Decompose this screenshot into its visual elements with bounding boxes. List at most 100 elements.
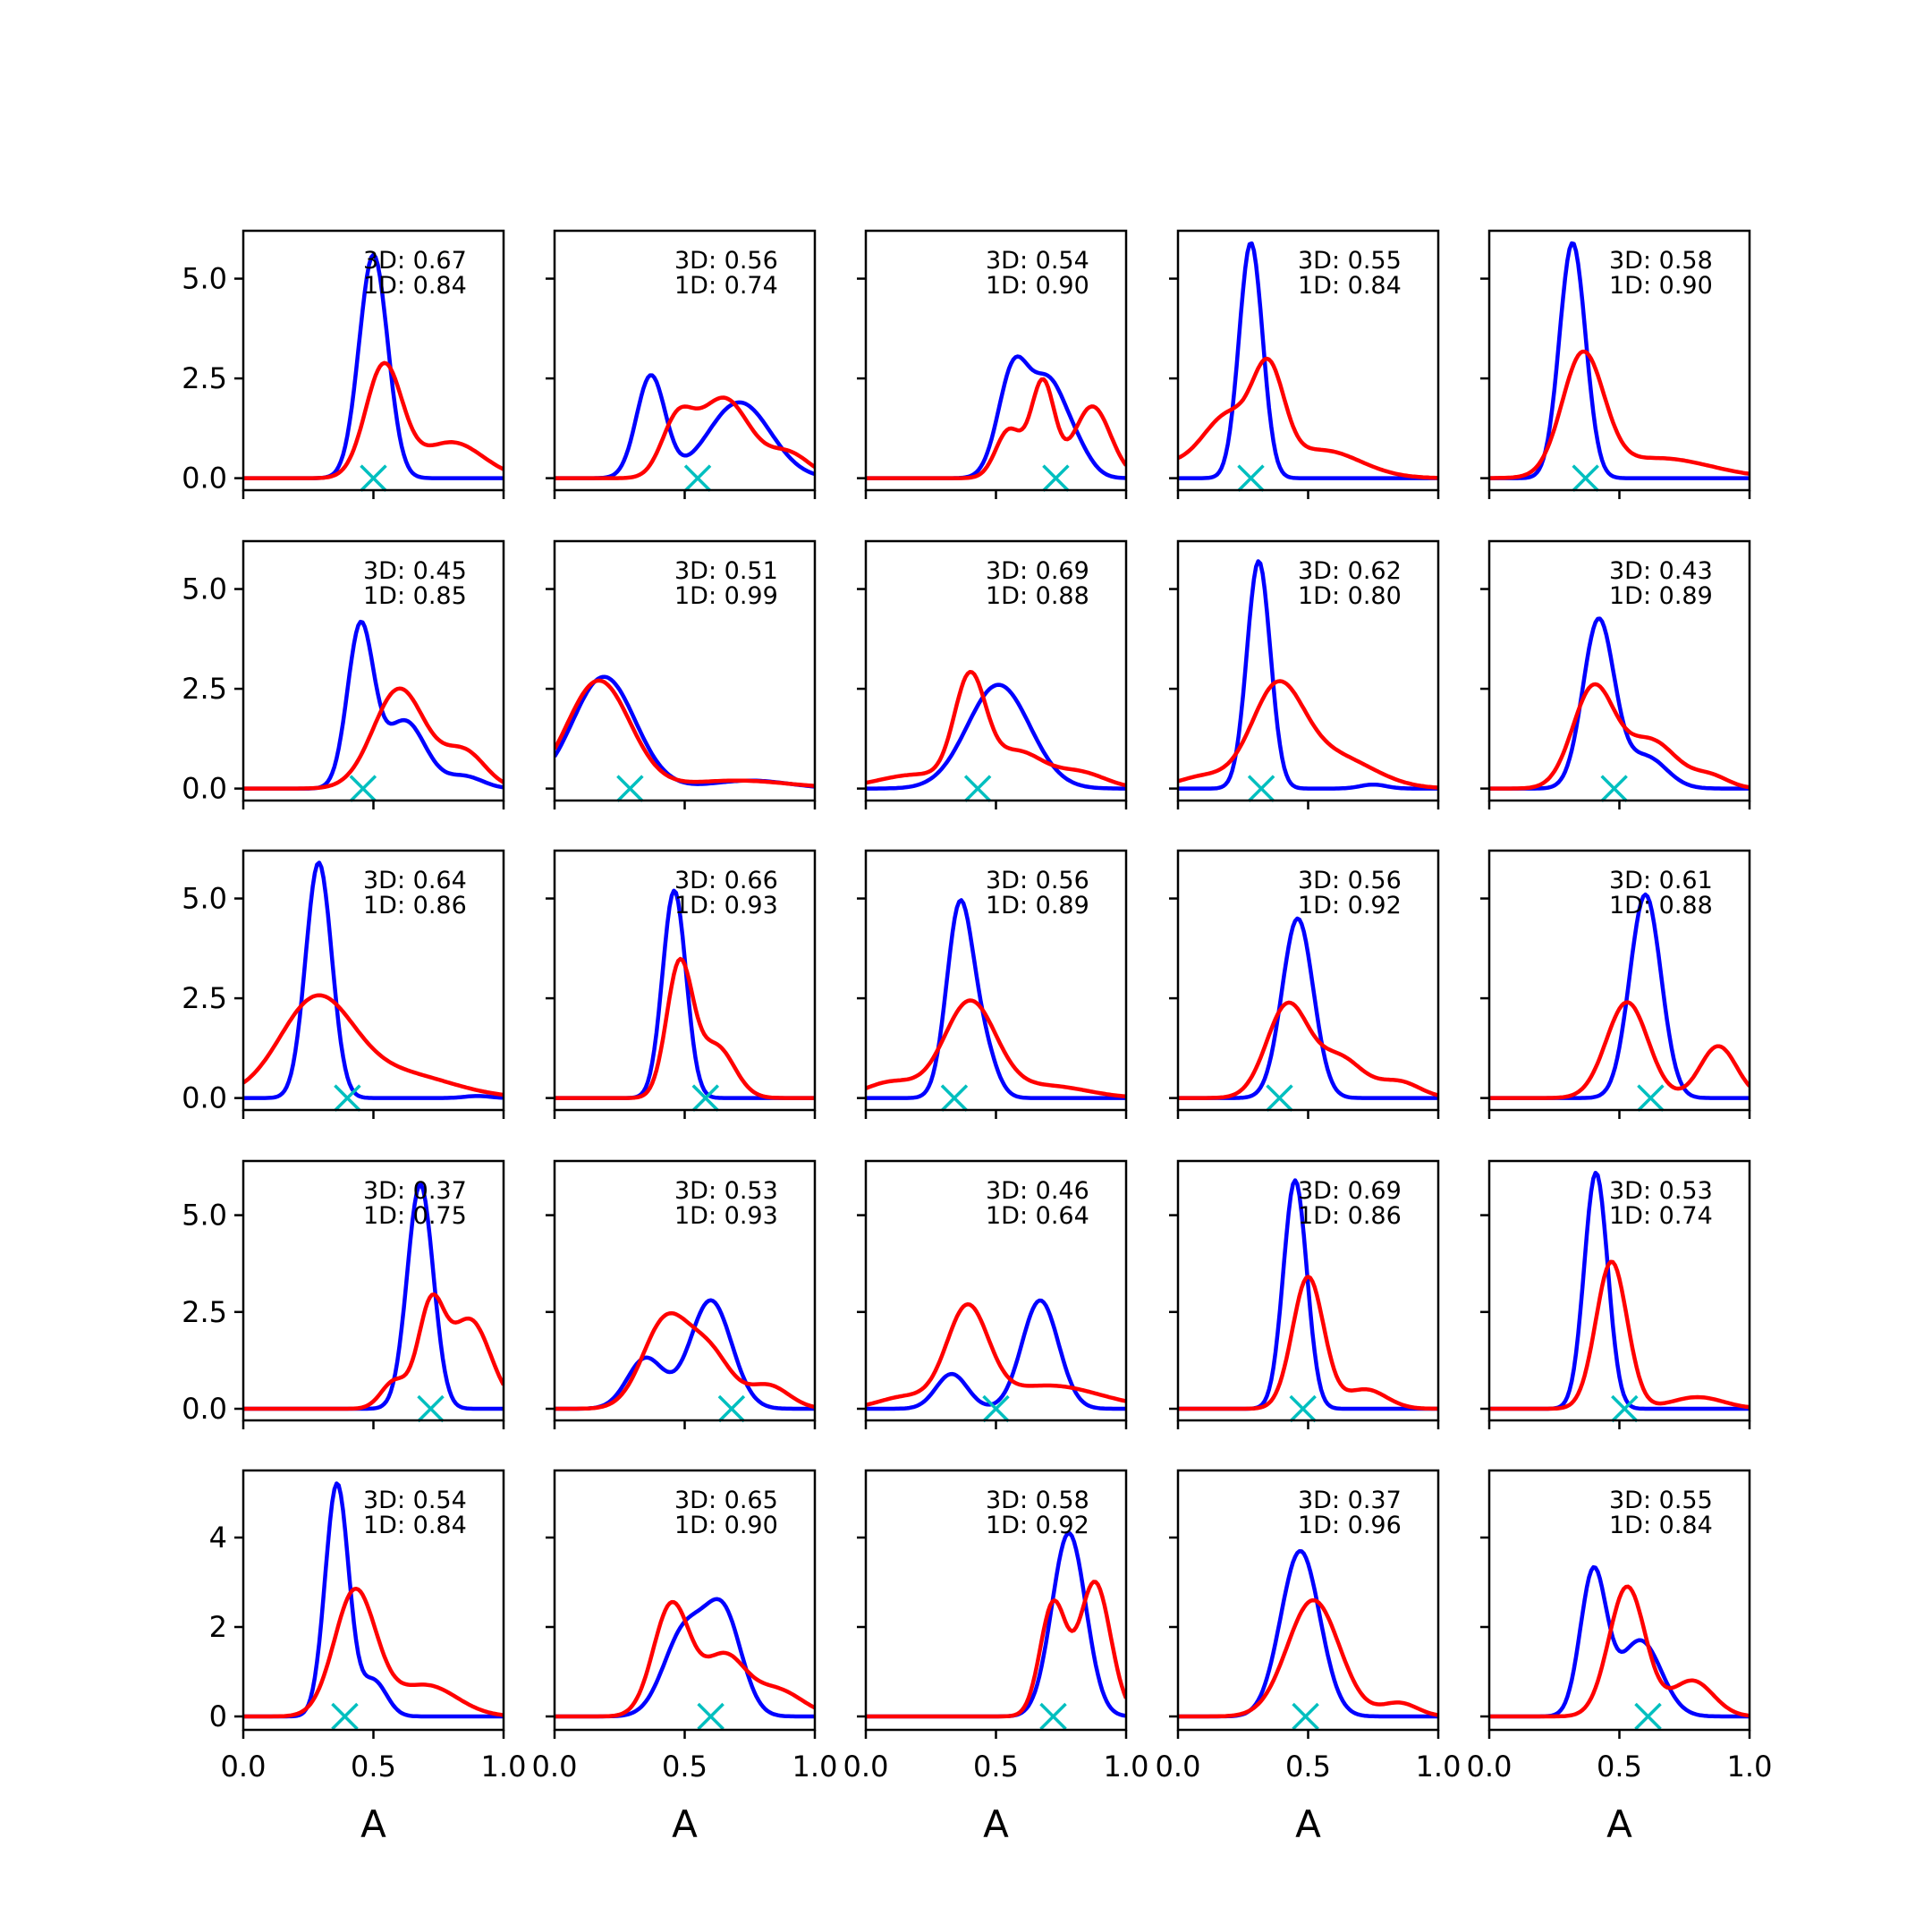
marker-x — [717, 1394, 746, 1423]
x-tick-label: 0.5 — [662, 1750, 708, 1784]
marker-x — [1600, 775, 1628, 802]
score-3d-label: 3D: 0.64 — [363, 867, 467, 894]
marker-x — [1572, 464, 1599, 492]
x-axis-label: A — [1295, 1802, 1321, 1846]
marker-x — [697, 1702, 724, 1731]
score-1d-label: 1D: 0.88 — [986, 582, 1089, 610]
series-1d-line — [555, 1310, 815, 1411]
series-1d-line — [1489, 1259, 1750, 1411]
x-tick-label: 0.0 — [221, 1750, 267, 1784]
series-1d-line — [555, 395, 815, 480]
score-1d-label: 1D: 0.89 — [986, 892, 1089, 919]
x-tick-label: 1.0 — [481, 1750, 527, 1784]
y-tick-label: 5.0 — [182, 572, 227, 606]
y-tick-label: 0.0 — [182, 1392, 227, 1426]
series-1d-line — [1489, 1000, 1750, 1100]
score-3d-label: 3D: 0.53 — [1609, 1177, 1713, 1205]
y-tick-label: 4 — [209, 1521, 227, 1555]
marker-x — [1266, 1084, 1293, 1112]
marker-x — [349, 775, 377, 802]
y-tick-label: 2.5 — [182, 981, 227, 1015]
marker-x — [963, 775, 992, 802]
series-1d-line — [866, 669, 1126, 788]
score-1d-label: 1D: 0.90 — [986, 272, 1089, 300]
marker-x — [1237, 464, 1265, 492]
score-1d-label: 1D: 0.84 — [363, 272, 467, 300]
marker-x — [982, 1394, 1010, 1423]
score-3d-label: 3D: 0.54 — [363, 1487, 467, 1514]
marker-x — [1292, 1702, 1319, 1731]
series-3d-line — [866, 1531, 1126, 1719]
series-3d-line — [1489, 241, 1750, 480]
series-3d-line — [555, 888, 815, 1100]
x-tick-label: 0.0 — [1467, 1750, 1513, 1784]
score-1d-label: 1D: 0.90 — [674, 1512, 778, 1539]
y-tick-label: 2.5 — [182, 1295, 227, 1329]
marker-x — [1634, 1702, 1662, 1731]
marker-x — [683, 464, 712, 492]
series-1d-line — [866, 1580, 1126, 1719]
score-3d-label: 3D: 0.58 — [986, 1487, 1089, 1514]
score-1d-label: 1D: 0.86 — [363, 892, 467, 919]
y-tick-label: 0 — [209, 1699, 227, 1733]
marker-x — [940, 1084, 969, 1112]
x-tick-label: 1.0 — [1416, 1750, 1462, 1784]
score-1d-label: 1D: 0.64 — [986, 1202, 1089, 1230]
series-3d-line — [866, 1298, 1126, 1411]
x-axis-label: A — [983, 1802, 1009, 1846]
y-tick-label: 5.0 — [182, 1199, 227, 1233]
score-1d-label: 1D: 0.92 — [1298, 892, 1402, 919]
x-axis-label: A — [672, 1802, 698, 1846]
series-1d-line — [1178, 1597, 1438, 1719]
score-3d-label: 3D: 0.43 — [1609, 557, 1713, 585]
series-1d-line — [866, 998, 1126, 1099]
score-3d-label: 3D: 0.56 — [1298, 867, 1402, 894]
score-3d-label: 3D: 0.45 — [363, 557, 467, 585]
series-3d-line — [866, 682, 1126, 791]
y-tick-label: 0.0 — [182, 462, 227, 496]
score-1d-label: 1D: 0.84 — [363, 1512, 467, 1539]
score-1d-label: 1D: 0.75 — [363, 1202, 467, 1230]
series-1d-line — [1178, 356, 1438, 480]
score-3d-label: 3D: 0.62 — [1298, 557, 1402, 585]
x-tick-label: 0.0 — [1156, 1750, 1201, 1784]
series-3d-line — [866, 354, 1126, 480]
series-1d-line — [866, 1301, 1126, 1407]
series-3d-line — [1178, 1548, 1438, 1719]
series-1d-line — [555, 956, 815, 1100]
series-1d-line — [243, 1586, 504, 1719]
series-1d-line — [1178, 1275, 1438, 1411]
series-3d-line — [1178, 241, 1438, 480]
series-1d-line — [1489, 349, 1750, 480]
score-1d-label: 1D: 0.84 — [1298, 272, 1402, 300]
score-1d-label: 1D: 0.84 — [1609, 1512, 1713, 1539]
score-1d-label: 1D: 0.93 — [674, 1202, 778, 1230]
y-tick-label: 5.0 — [182, 882, 227, 916]
marker-x — [360, 464, 387, 492]
marker-x — [1611, 1394, 1639, 1423]
score-1d-label: 1D: 0.85 — [363, 582, 467, 610]
series-3d-line — [866, 898, 1126, 1100]
y-tick-label: 2.5 — [182, 672, 227, 706]
marker-x — [1042, 464, 1070, 492]
score-3d-label: 3D: 0.51 — [674, 557, 778, 585]
series-1d-line — [1489, 1584, 1750, 1719]
score-3d-label: 3D: 0.55 — [1609, 1487, 1713, 1514]
y-tick-label: 2.5 — [182, 361, 227, 395]
x-tick-label: 0.5 — [973, 1750, 1019, 1784]
marker-x — [1289, 1394, 1317, 1423]
score-1d-label: 1D: 0.90 — [1609, 272, 1713, 300]
score-3d-label: 3D: 0.37 — [1298, 1487, 1402, 1514]
